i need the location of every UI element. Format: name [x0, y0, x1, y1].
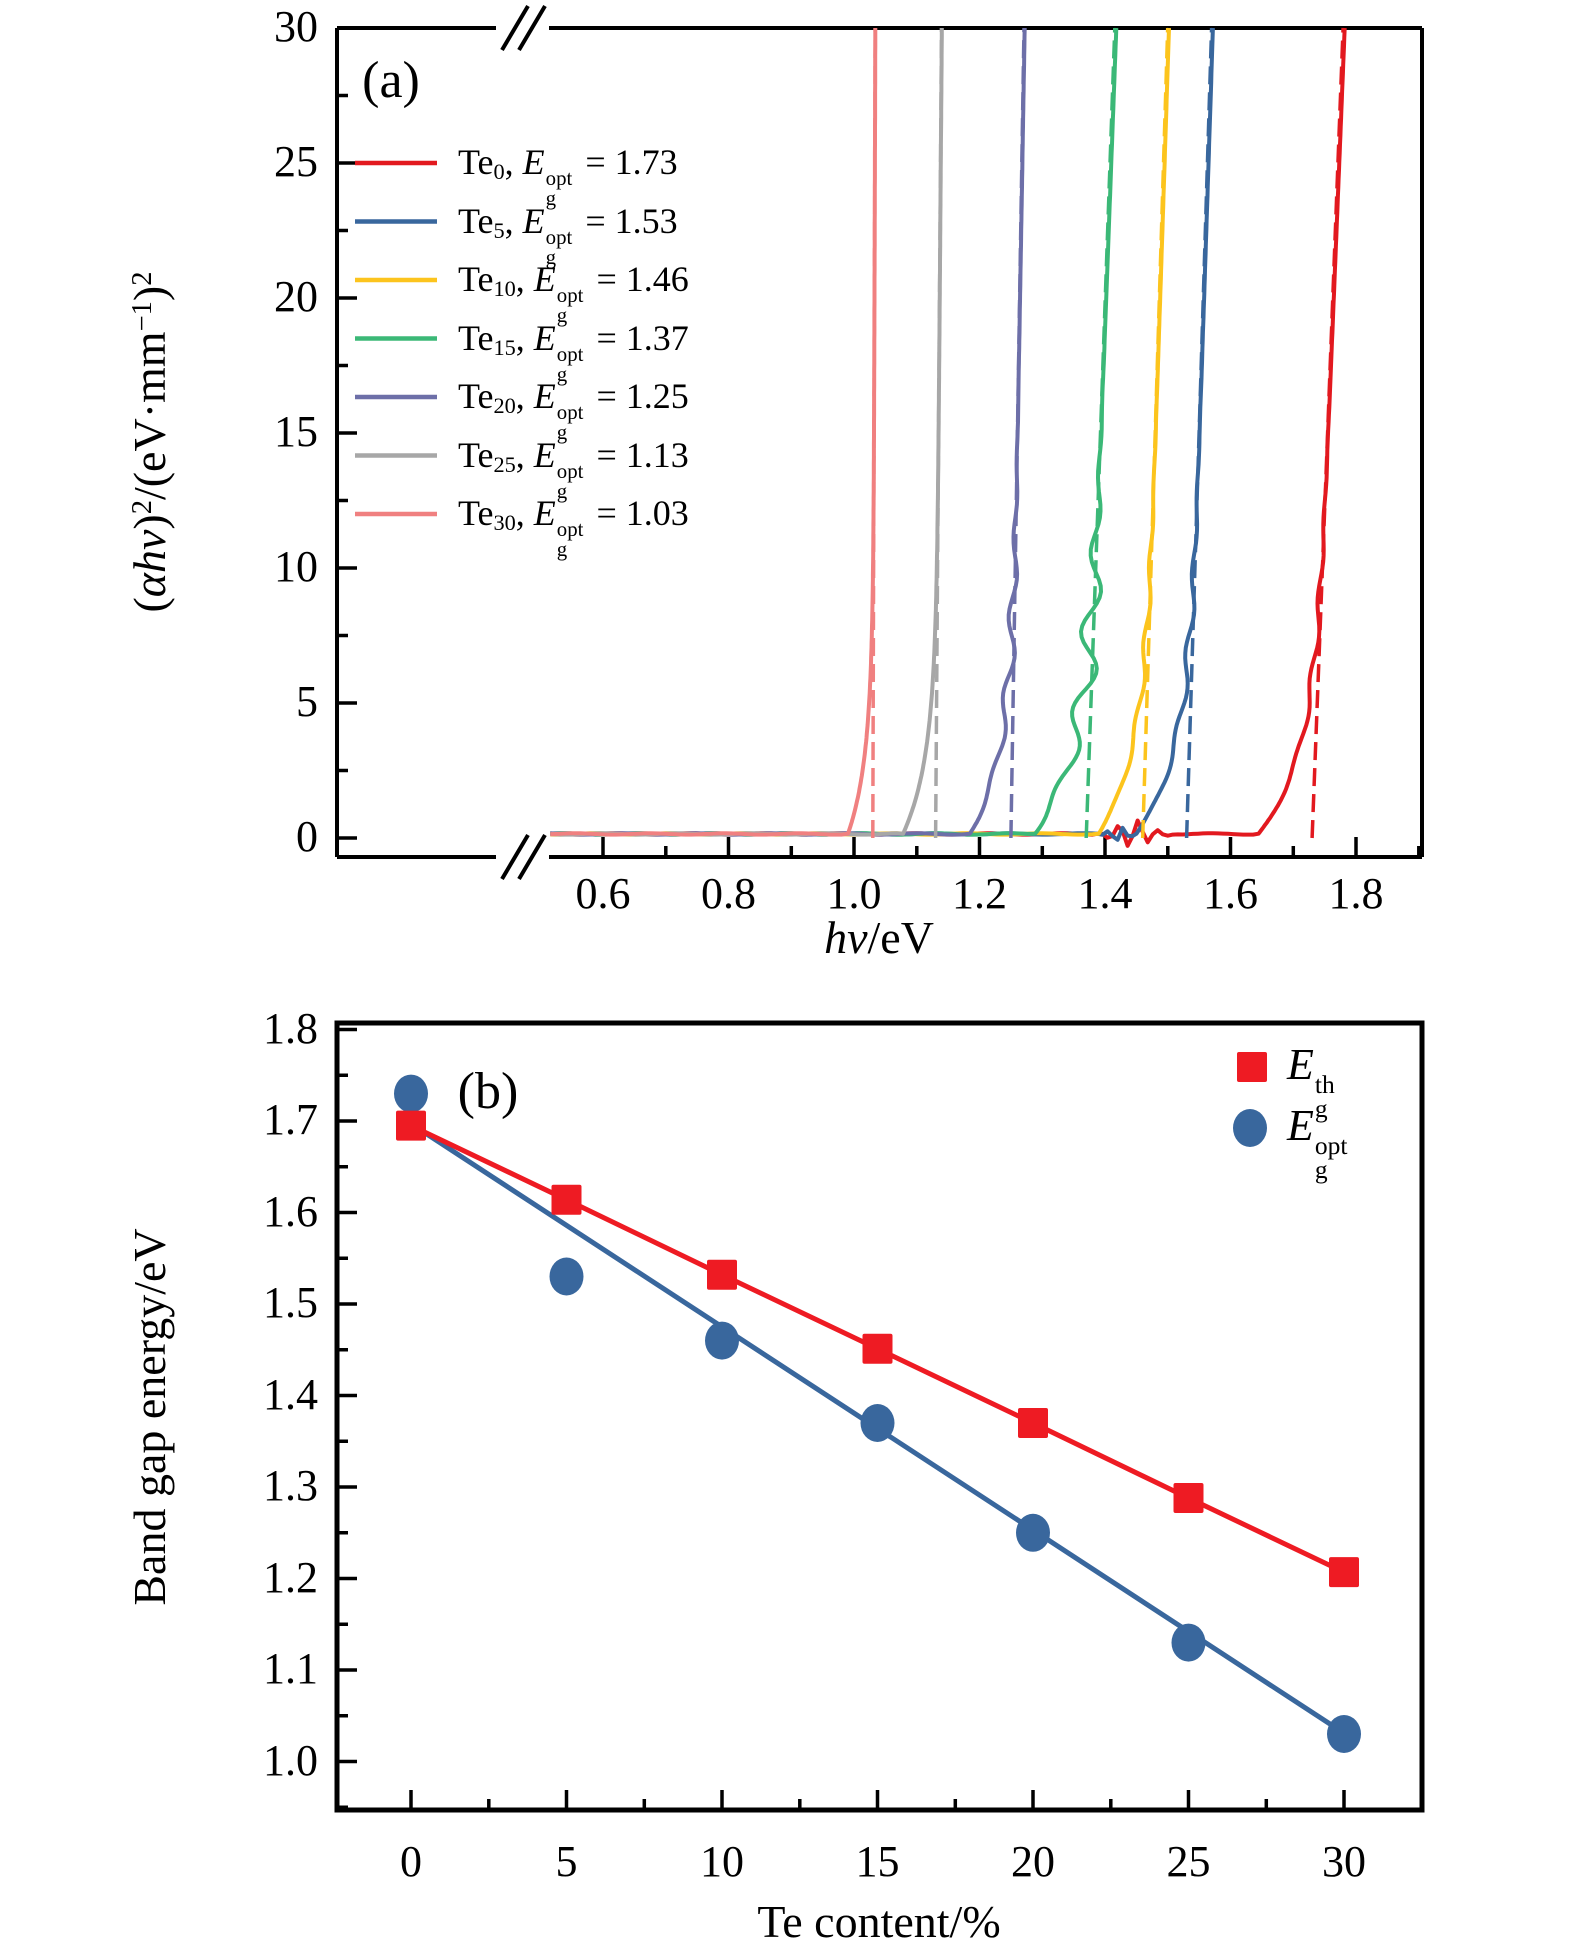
- tauc-curve-te15: [550, 27, 1119, 837]
- marker-eg-opt-0: [394, 1074, 428, 1113]
- marker-eg-th-25: [1173, 1483, 1204, 1513]
- marker-eg-th-0: [396, 1110, 426, 1141]
- marker-eg-th-15: [862, 1333, 893, 1364]
- tauc-curve-te25: [550, 28, 944, 837]
- bandgap-extrapolation-te30: [871, 27, 877, 839]
- panel-a-spines: [335, 26, 1424, 859]
- legend-b-key-square: [1237, 1052, 1267, 1082]
- marker-eg-th-30: [1329, 1557, 1359, 1588]
- bandgap-extrapolation-te10: [1140, 27, 1170, 839]
- marker-eg-opt-5: [549, 1257, 584, 1296]
- marker-eg-th-20: [1018, 1408, 1048, 1438]
- panel-b-spines: [334, 1020, 1425, 1813]
- bandgap-extrapolation-te15: [1084, 27, 1117, 839]
- axis-break-marks: [500, 4, 547, 881]
- bandgap-extrapolation-te5: [1184, 27, 1214, 839]
- panel-b-ticks: [337, 1027, 1346, 1810]
- tauc-curve-te0: [550, 27, 1347, 848]
- tauc-curve-te10: [550, 27, 1171, 837]
- bandgap-extrapolation-te0: [1310, 27, 1345, 839]
- bandgap-extrapolation-te20: [1009, 27, 1026, 839]
- marker-eg-th-5: [551, 1184, 582, 1215]
- bandgap-extrapolation-te25: [933, 27, 944, 839]
- marker-eg-opt-10: [705, 1321, 739, 1360]
- tauc-curve-te20: [550, 27, 1027, 837]
- tauc-curve-te30: [550, 28, 878, 837]
- marker-eg-opt-30: [1327, 1715, 1361, 1753]
- panel-a-ticks: [337, 26, 1421, 857]
- legend-b-key-circle: [1233, 1109, 1267, 1147]
- marker-eg-opt-20: [1016, 1513, 1050, 1552]
- marker-eg-opt-15: [860, 1404, 895, 1442]
- marker-eg-opt-25: [1171, 1623, 1206, 1662]
- marker-eg-th-10: [707, 1259, 737, 1290]
